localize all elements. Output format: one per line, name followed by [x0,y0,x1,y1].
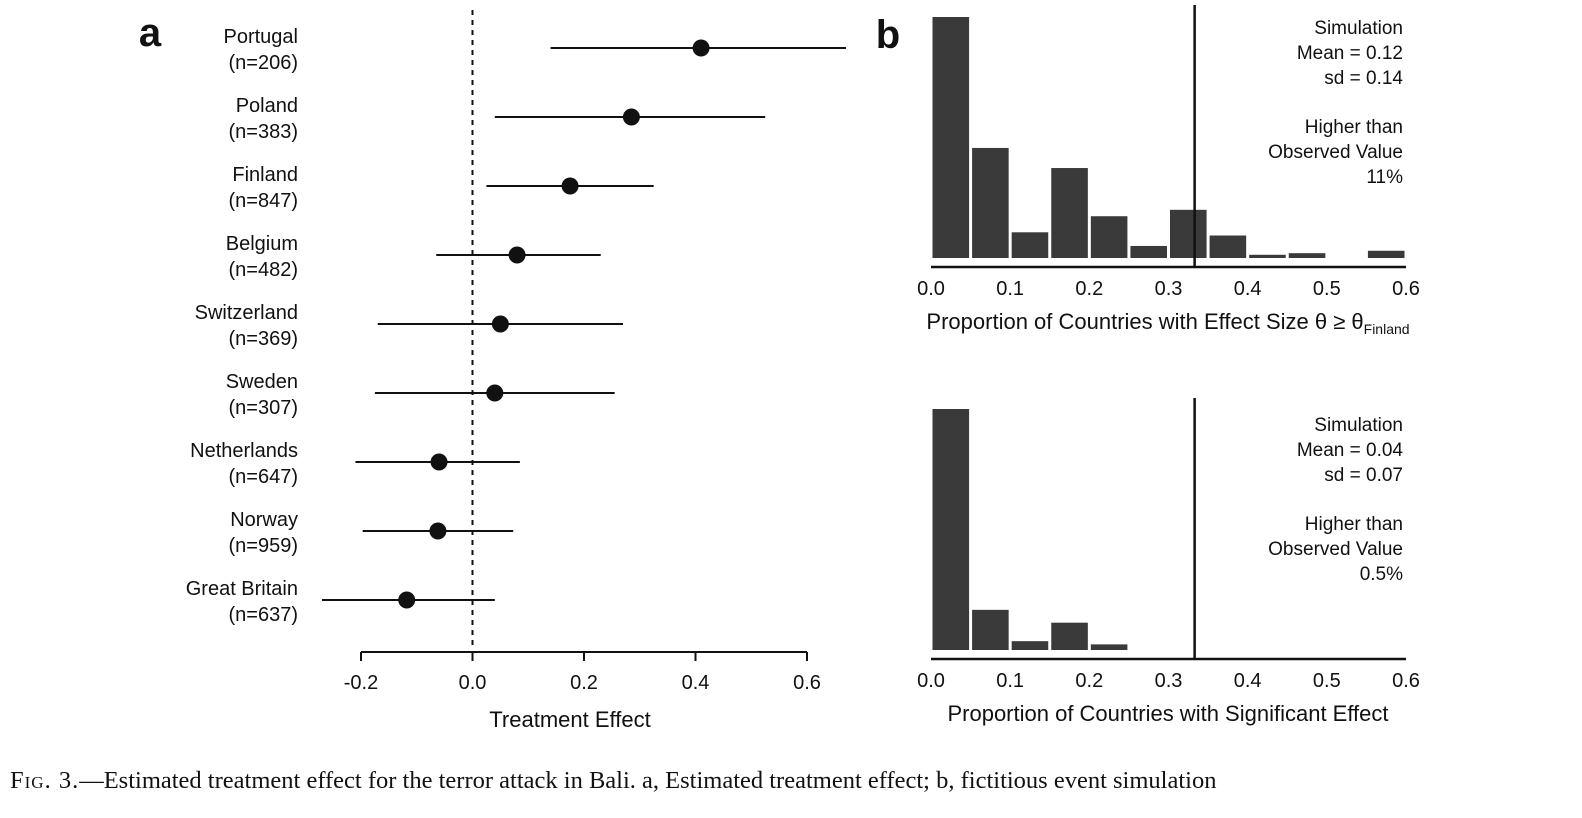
histogram-bar [1051,622,1088,650]
histogram-bar [1209,235,1247,258]
country-label: Great Britain [186,578,298,600]
x-tick-label: 0.2 [1075,670,1103,692]
histogram-bar [972,147,1009,258]
simulation-annotation: Simulation [1314,415,1403,436]
x-tick-label: 0.4 [1234,278,1262,300]
simulation-annotation: Higher than [1305,117,1403,138]
histogram-bar [1011,232,1049,258]
histogram-bar [1090,216,1128,258]
x-tick-label: 0.6 [1392,278,1420,300]
sample-size-label: (n=959) [229,535,299,557]
x-tick-label: -0.2 [344,672,378,694]
x-tick-label: 0.4 [1234,670,1262,692]
histogram-bar [972,609,1009,650]
x-tick-label: 0.1 [996,278,1024,300]
estimate-point [561,177,579,195]
simulation-annotation: Simulation [1314,18,1403,39]
estimate-point [429,522,447,540]
x-axis-title: Treatment Effect [489,707,650,732]
simulation-annotation: Observed Value [1268,539,1403,560]
x-tick-label: 0.5 [1313,670,1341,692]
x-tick-label: 0.4 [682,672,710,694]
caption-text: —Estimated treatment effect for the terr… [79,767,1217,794]
country-label: Sweden [226,371,298,393]
estimate-point [430,453,448,471]
country-label: Norway [230,509,298,531]
histogram-bar [932,409,970,650]
panel-b-label: b [876,13,900,57]
simulation-annotation: 11% [1366,167,1403,188]
x-tick-label: 0.1 [996,670,1024,692]
sample-size-label: (n=482) [229,259,299,281]
histogram-bar [1011,641,1049,650]
histogram-bar [1090,644,1128,650]
simulation-annotation: sd = 0.14 [1324,68,1403,89]
simulation-annotation: Mean = 0.04 [1297,440,1404,461]
sample-size-label: (n=647) [229,466,299,488]
histogram-bar [1051,168,1088,258]
simulation-annotation: Observed Value [1268,142,1403,163]
x-tick-label: 0.6 [793,672,821,694]
sample-size-label: (n=847) [229,190,299,212]
x-tick-label: 0.5 [1313,278,1341,300]
country-label: Finland [232,164,298,186]
x-tick-label: 0.6 [1392,670,1420,692]
x-tick-label: 0.3 [1155,278,1183,300]
estimate-point [486,384,504,402]
estimate-point [622,108,640,126]
x-tick-label: 0.0 [917,670,945,692]
panel-b-top-histogram: b 0.0 0.1 0.2 0.3 0.4 0.5 0.6 Proportion of Coun… [876,5,1420,337]
x-tick-label: 0.2 [1075,278,1103,300]
estimate-point [692,39,710,57]
estimate-point [508,246,526,264]
country-label: Portugal [224,26,299,48]
histogram-bar [1170,209,1207,258]
x-tick-label: 0.2 [570,672,598,694]
estimate-point [491,315,509,333]
panel-a-label: a [139,11,162,55]
histogram-bar [932,17,970,258]
sample-size-label: (n=637) [229,604,299,626]
x-axis-title: Proportion of Countries with Effect Size… [926,309,1409,337]
country-label: Poland [236,95,298,117]
x-tick-label: 0.0 [459,672,487,694]
figure-caption: Fig. 3.—Estimated treatment effect for t… [10,764,1575,798]
histogram-bar [1249,254,1286,258]
sample-size-label: (n=307) [229,397,299,419]
sample-size-label: (n=369) [229,328,299,350]
x-axis-title-subscript: Finland [1364,321,1410,337]
sample-size-label: (n=206) [229,52,299,74]
x-tick-label: 0.0 [917,278,945,300]
sample-size-label: (n=383) [229,121,299,143]
caption-label: Fig. 3. [10,767,80,794]
panel-a-forest-plot: a Portugal (n=206) Poland (n=383) Finland (n=8… [139,10,847,732]
simulation-annotation: sd = 0.07 [1324,465,1403,486]
simulation-annotation: 0.5% [1360,564,1403,585]
histogram-bar [1367,250,1405,258]
country-label: Netherlands [190,440,298,462]
country-label: Belgium [226,233,298,255]
simulation-annotation: Mean = 0.12 [1297,43,1403,64]
histogram-bar [1130,245,1167,258]
x-tick-label: 0.3 [1155,670,1183,692]
histogram-bar [1288,253,1326,258]
country-label: Switzerland [195,302,298,324]
simulation-annotation: Higher than [1305,514,1403,535]
estimate-point [398,591,416,609]
x-axis-title: Proportion of Countries with Significant… [947,701,1388,726]
